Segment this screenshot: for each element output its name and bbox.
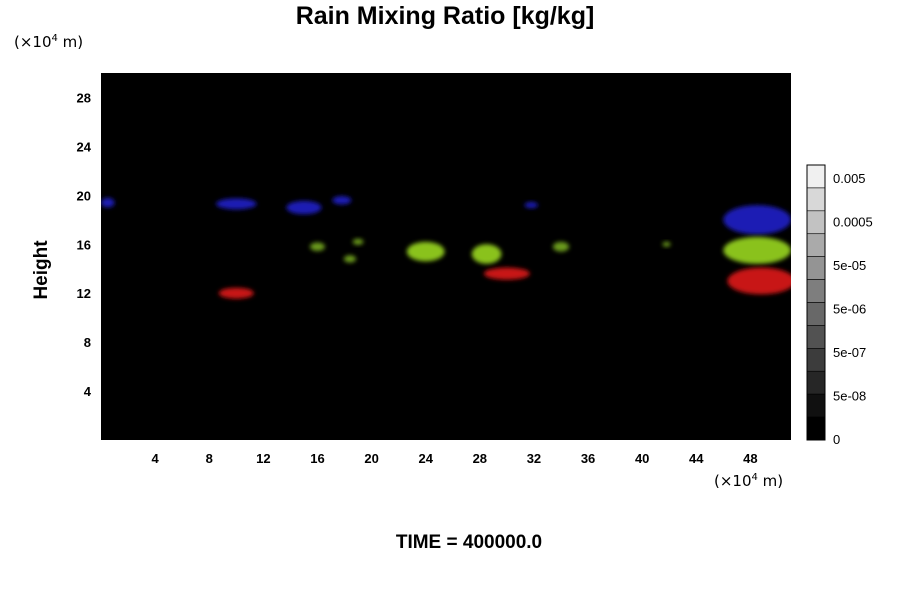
heatmap-feature-2 [286, 200, 322, 215]
heatmap-feature-7 [343, 255, 357, 263]
heatmap-feature-16 [727, 267, 791, 295]
colorbar-swatch [806, 210, 826, 235]
heatmap-feature-15 [483, 267, 530, 280]
x-tick-label: 36 [581, 451, 595, 466]
colorbar-swatch [806, 256, 826, 280]
y-tick-label: 16 [77, 237, 91, 252]
x-tick-label: 20 [364, 451, 378, 466]
x-tick-label: 28 [473, 451, 487, 466]
colorbar-swatch [806, 416, 826, 441]
y-axis-unit: (×104 m) [14, 33, 84, 51]
plot-area [101, 73, 791, 440]
heatmap-feature-6 [310, 242, 325, 251]
x-axis-unit: (×104 m) [714, 472, 784, 490]
x-tick-label: 16 [310, 451, 324, 466]
colorbar-swatch [806, 393, 826, 418]
heatmap-feature-3 [332, 195, 352, 205]
colorbar-swatch [806, 233, 826, 257]
x-tick-label: 32 [527, 451, 541, 466]
heatmap-feature-1 [216, 198, 257, 210]
y-tick-label: 20 [77, 188, 91, 203]
x-tick-label: 44 [689, 451, 704, 466]
x-tick-label: 40 [635, 451, 649, 466]
colorbar-frame [806, 164, 826, 441]
colorbar-swatch [806, 302, 826, 326]
heatmap-feature-9 [406, 241, 445, 262]
heatmap-feature-5 [723, 205, 791, 235]
x-tick-label: 12 [256, 451, 270, 466]
x-axis-ticks: 4 8 12 16 20 24 28 32 36 40 44 48 [152, 451, 758, 466]
colorbar-label: 5e-06 [833, 302, 866, 317]
x-tick-label: 8 [206, 451, 213, 466]
x-tick-label: 48 [743, 451, 757, 466]
heatmap-feature-10 [471, 244, 502, 264]
heatmap-feature-14 [218, 287, 254, 299]
heatmap-feature-4 [524, 202, 538, 209]
chart-title: Rain Mixing Ratio [kg/kg] [295, 2, 595, 30]
heatmap-feature-12 [662, 241, 671, 247]
time-label: TIME = 400000.0 [395, 532, 543, 553]
colorbar-swatch [806, 187, 826, 212]
colorbar-label: 0.0005 [833, 215, 873, 230]
y-tick-label: 24 [77, 139, 92, 154]
colorbar-swatch [806, 325, 826, 349]
x-tick-label: 24 [418, 451, 433, 466]
heatmap-feature-0 [101, 197, 115, 208]
colorbar-label: 0 [833, 432, 840, 447]
y-tick-label: 28 [77, 90, 91, 105]
colorbar: 0.005 0.0005 5e-05 5e-06 5e-07 5e-08 0 [806, 164, 873, 447]
colorbar-swatch [806, 370, 826, 395]
colorbar-label: 5e-05 [833, 258, 866, 273]
heatmap-feature-11 [552, 241, 570, 252]
y-axis-ticks: 4 8 12 16 20 24 28 [77, 90, 92, 399]
colorbar-label: 0.005 [833, 171, 866, 186]
y-tick-label: 8 [84, 335, 91, 350]
colorbar-label: 5e-08 [833, 389, 866, 404]
y-tick-label: 4 [84, 384, 92, 399]
heatmap-feature-8 [352, 238, 364, 245]
heatmap-features [101, 195, 791, 299]
colorbar-label: 5e-07 [833, 345, 866, 360]
colorbar-swatch [806, 348, 826, 372]
x-tick-label: 4 [152, 451, 160, 466]
colorbar-swatch [806, 279, 826, 303]
heatmap-feature-13 [723, 236, 791, 264]
y-tick-label: 12 [77, 286, 91, 301]
colorbar-swatch [806, 164, 826, 189]
